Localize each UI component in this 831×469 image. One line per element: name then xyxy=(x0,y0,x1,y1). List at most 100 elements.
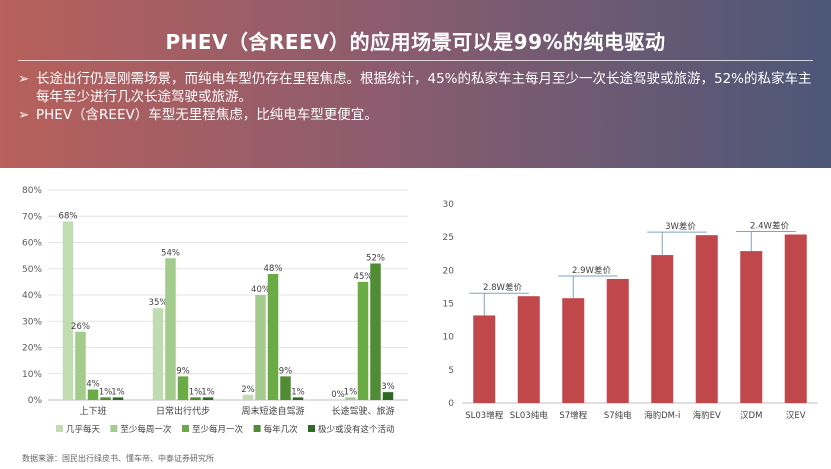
bar xyxy=(267,274,279,400)
data-label: 0% xyxy=(331,390,345,400)
x-tick-label: 海豹DM-i xyxy=(644,410,680,421)
bar xyxy=(292,397,304,400)
header-banner xyxy=(0,0,831,168)
bar xyxy=(202,397,214,400)
legend-swatch xyxy=(182,425,189,432)
x-tick-label: 长途驾驶、旅游 xyxy=(331,405,394,417)
data-source-note: 数据来源：国民出行绿皮书、懂车帝、中泰证券研究所 xyxy=(22,454,214,463)
x-tick-label: S7纯电 xyxy=(604,410,632,421)
bar xyxy=(606,278,629,403)
x-tick-label: SL03增程 xyxy=(465,410,503,421)
data-label: 1% xyxy=(201,387,215,397)
annotation-label: 2.4W差价 xyxy=(750,221,789,232)
bar xyxy=(382,392,394,400)
y-tick-label: 25 xyxy=(443,233,454,243)
legend-label: 至少每月一次 xyxy=(192,424,244,435)
legend-swatch xyxy=(56,425,63,432)
annotation-label: 3W差价 xyxy=(665,221,696,232)
data-label: 1% xyxy=(111,387,125,397)
y-tick-label: 30 xyxy=(443,200,455,210)
bar xyxy=(75,331,86,400)
bar xyxy=(242,394,254,400)
legend-label: 极少或没有这个活动 xyxy=(318,424,395,435)
bullet-text: 长途出行仍是刚需场景，而纯电车型仍存在里程焦虑。根据统计，45%的私家车主每月至… xyxy=(36,71,812,105)
y-tick-label: 30% xyxy=(22,317,42,327)
bar xyxy=(695,235,718,403)
x-tick-label: 海豹EV xyxy=(693,410,721,421)
data-label: 1% xyxy=(344,387,358,397)
data-label: 1% xyxy=(291,387,305,397)
data-label: 1% xyxy=(99,387,113,397)
arrow-bullet-icon: ➢ xyxy=(18,71,30,87)
y-tick-label: 15 xyxy=(443,300,454,310)
bar xyxy=(165,258,176,400)
bullet-item: ➢ 长途出行仍是刚需场景，而纯电车型仍存在里程焦虑。根据统计，45%的私家车主每… xyxy=(18,70,818,106)
x-tick-label: 上下班 xyxy=(79,405,106,417)
bar xyxy=(177,376,189,400)
bar xyxy=(345,397,356,400)
bar xyxy=(280,376,291,400)
data-label: 48% xyxy=(264,264,283,274)
bar xyxy=(651,255,674,403)
y-tick-label: 20 xyxy=(443,266,455,276)
data-label: 26% xyxy=(71,322,90,332)
arrow-bullet-icon: ➢ xyxy=(18,107,30,123)
bar xyxy=(87,389,99,400)
y-tick-label: 5 xyxy=(448,366,454,376)
data-label: 54% xyxy=(161,248,180,258)
travel-frequency-chart: 0%10%20%30%40%50%60%70%80%68%26%4%1% 1%上下… xyxy=(22,186,408,435)
data-label: 1% xyxy=(189,387,203,397)
x-tick-label: 汉DM xyxy=(740,411,762,421)
y-tick-label: 0 xyxy=(448,399,454,409)
bar xyxy=(784,234,807,403)
legend-label: 至少每周一次 xyxy=(120,424,172,435)
legend-swatch xyxy=(308,425,315,432)
data-label: 68% xyxy=(59,212,78,222)
y-tick-label: 0% xyxy=(28,396,43,406)
bar xyxy=(62,221,74,400)
x-tick-label: S7增程 xyxy=(559,410,587,421)
bar xyxy=(152,308,164,400)
legend-swatch xyxy=(110,425,118,432)
data-label: 9% xyxy=(279,366,293,376)
bar xyxy=(473,315,496,403)
y-tick-label: 40% xyxy=(22,291,42,301)
bar xyxy=(190,397,201,400)
data-label: 2% xyxy=(241,385,255,395)
bullet-text: PHEV（含REEV）车型无里程焦虑，比纯电车型更便宜。 xyxy=(36,107,378,123)
y-tick-label: 20% xyxy=(22,344,42,354)
x-tick-label: 日常出行代步 xyxy=(156,405,210,417)
bar xyxy=(517,296,540,403)
annotation-label: 2.9W差价 xyxy=(572,265,611,276)
y-tick-label: 70% xyxy=(22,212,42,222)
x-tick-label: 汉EV xyxy=(786,411,806,421)
data-label: 45% xyxy=(354,272,373,282)
data-label: 9% xyxy=(176,366,190,376)
bar xyxy=(370,263,381,400)
x-tick-label: 周末短途自驾游 xyxy=(241,405,304,417)
bullet-item: ➢ PHEV（含REEV）车型无里程焦虑，比纯电车型更便宜。 xyxy=(18,106,818,124)
bar xyxy=(112,397,124,400)
bar xyxy=(255,295,266,400)
data-label: 35% xyxy=(149,298,168,308)
page-title: PHEV（含REEV）的应用场景可以是99%的纯电驱动 xyxy=(165,30,666,54)
y-tick-label: 60% xyxy=(22,239,42,249)
title-divider xyxy=(18,60,813,61)
legend-swatch xyxy=(253,425,261,432)
y-tick-label: 50% xyxy=(22,265,42,275)
y-tick-label: 80% xyxy=(22,186,42,196)
bar xyxy=(100,397,111,400)
bullet-list: ➢ 长途出行仍是刚需场景，而纯电车型仍存在里程焦虑。根据统计，45%的私家车主每… xyxy=(18,70,818,124)
annotation-label: 2.8W差价 xyxy=(483,282,522,293)
bar xyxy=(562,298,585,403)
data-label: 4% xyxy=(86,380,100,390)
y-tick-label: 10 xyxy=(443,333,455,343)
data-label: 52% xyxy=(366,254,385,264)
price-comparison-chart: 0 5 10 15 20 25 30 SL03增程 SL03纯电 S7增程 S7纯电 海豹DM-i 海豹… xyxy=(443,200,818,421)
legend-label: 几乎每天 xyxy=(66,424,101,435)
bar xyxy=(357,281,369,400)
data-label: 3% xyxy=(381,382,395,392)
legend-label: 每年几次 xyxy=(264,424,299,435)
y-tick-label: 10% xyxy=(22,370,42,380)
data-label: 40% xyxy=(251,285,270,295)
